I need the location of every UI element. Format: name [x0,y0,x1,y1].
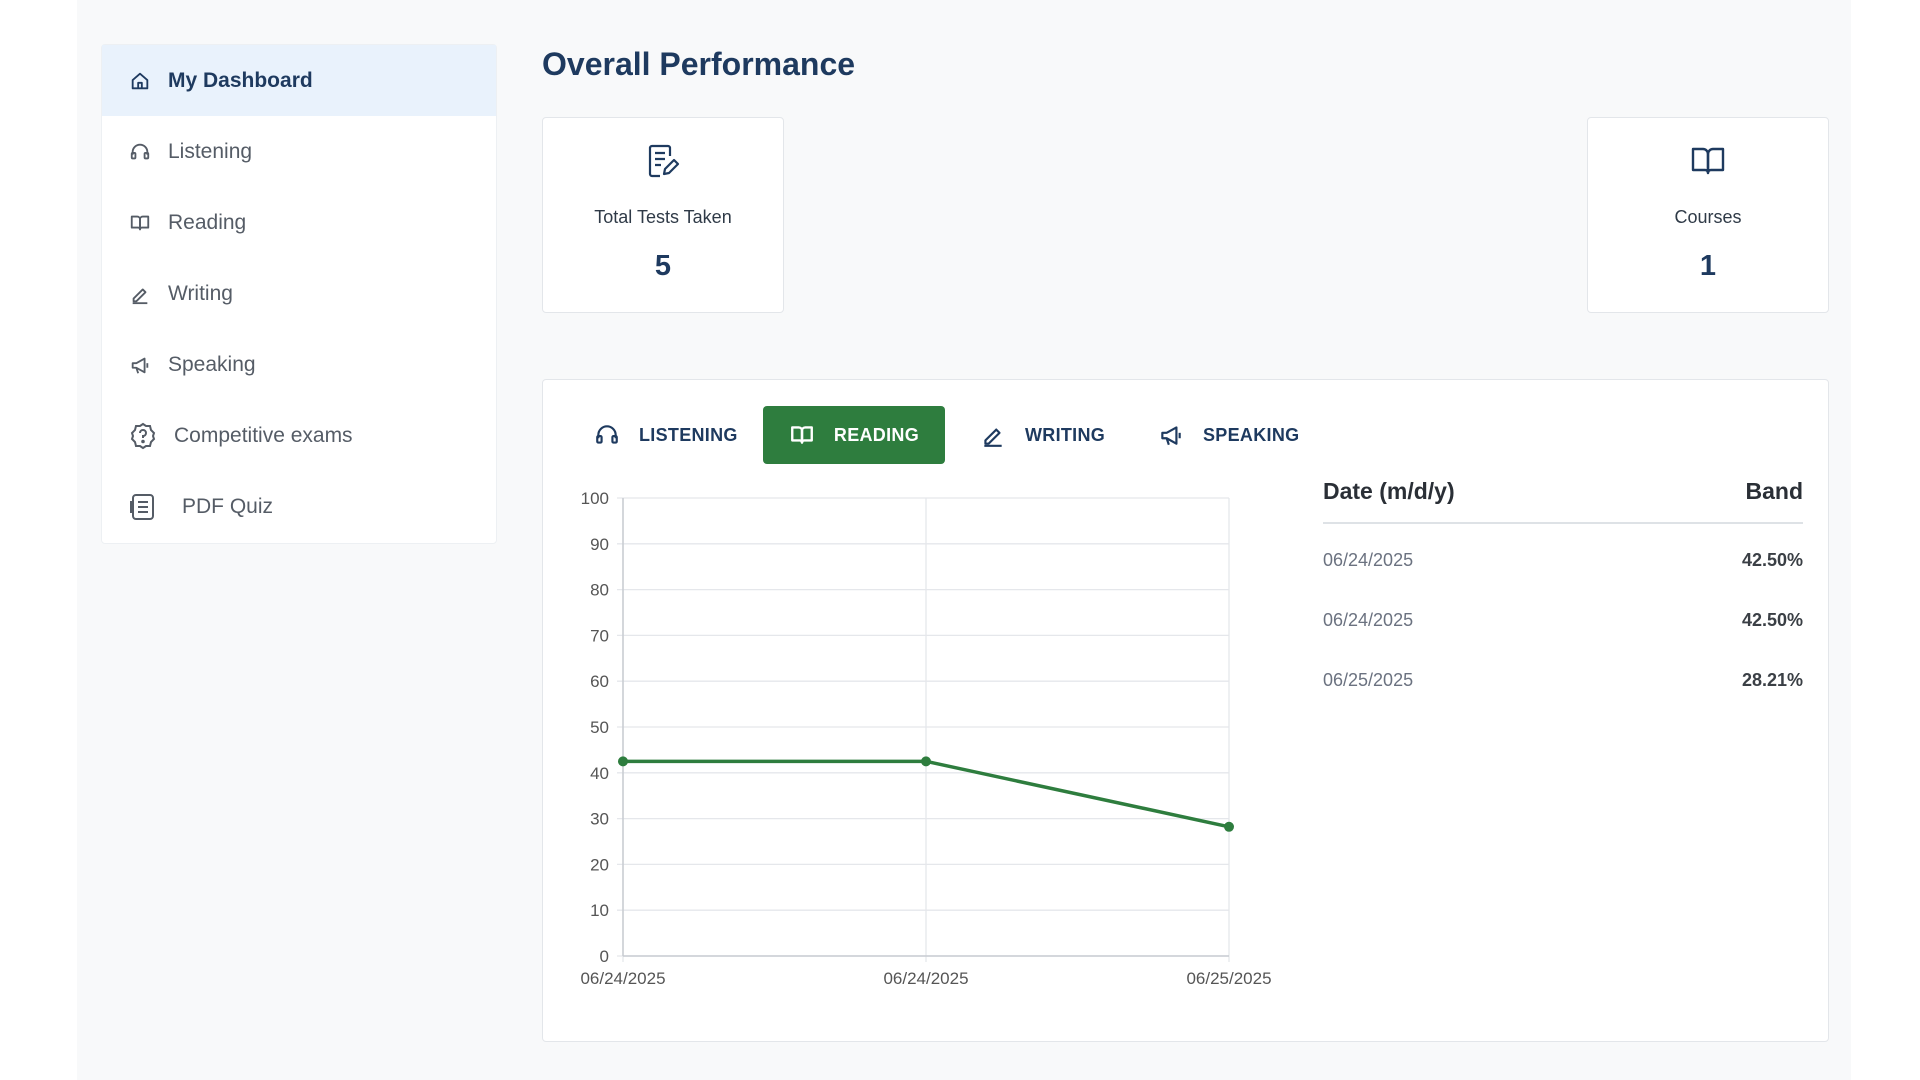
table-row: 06/25/2025 28.21% [1323,650,1803,710]
headphones-icon [128,140,152,164]
date-column-header: Date (m/d/y) [1323,477,1455,504]
sidebar-item-label: Speaking [168,352,256,376]
row-band: 28.21% [1741,669,1803,690]
book-icon [128,211,152,235]
y-tick-label: 20 [590,855,609,874]
pencil-icon [979,421,1007,449]
x-tick-label: 06/25/2025 [1186,969,1271,988]
x-tick-label: 06/24/2025 [883,969,968,988]
sidebar-item-writing[interactable]: Writing [102,258,496,329]
row-band: 42.50% [1741,549,1803,570]
open-book-icon [1588,142,1828,180]
y-tick-label: 30 [590,810,609,829]
megaphone-icon [1157,421,1185,449]
y-tick-label: 80 [590,581,609,600]
chart-svg: 0 10 20 30 40 50 60 70 80 90 100 06/24/2025 06/24/20… [580,489,1271,988]
y-tick-label: 0 [600,947,609,966]
sidebar-item-reading[interactable]: Reading [102,187,496,258]
y-tick-label: 60 [590,672,609,691]
card-label: Total Tests Taken [594,207,732,227]
y-tick-label: 100 [581,490,609,508]
tab-listening[interactable]: LISTENING [567,406,764,464]
y-tick-label: 40 [590,764,609,783]
sidebar-item-pdf-quiz[interactable]: PDF Quiz [102,471,496,542]
sidebar-item-competitive-exams[interactable]: Competitive exams [102,400,496,471]
row-date: 06/25/2025 [1323,669,1414,690]
tab-label: READING [833,424,919,445]
tab-label: WRITING [1025,424,1106,445]
reading-line-chart: 0 10 20 30 40 50 60 70 80 90 100 06/24/2025 06/24/20… [561,489,1291,1010]
card-label: Courses [1674,207,1742,227]
table-row: 06/24/2025 42.50% [1323,590,1803,650]
megaphone-icon [128,353,152,377]
performance-panel: LISTENING READING WRITING SPEAKING [542,379,1829,1042]
page-title: Overall Performance [542,46,856,82]
sidebar: My Dashboard Listening Reading Writing S… [101,44,497,544]
row-band: 42.50% [1741,609,1803,630]
document-list-icon [128,492,158,522]
sidebar-item-label: PDF Quiz [182,494,274,518]
home-icon [128,69,152,93]
sidebar-item-speaking[interactable]: Speaking [102,329,496,400]
tab-label: LISTENING [639,424,738,445]
sidebar-item-dashboard[interactable]: My Dashboard [102,45,496,116]
tab-label: SPEAKING [1203,424,1300,445]
y-tick-label: 90 [590,535,609,554]
app-background: My Dashboard Listening Reading Writing S… [77,0,1851,1080]
row-date: 06/24/2025 [1323,609,1414,630]
test-edit-icon [543,142,783,180]
tab-reading[interactable]: READING [763,406,945,464]
sidebar-item-label: My Dashboard [168,68,313,92]
data-point [1224,821,1234,832]
pencil-icon [128,282,152,306]
card-value: 1 [1699,250,1717,282]
data-point [921,756,931,767]
tab-writing[interactable]: WRITING [953,406,1131,464]
band-column-header: Band [1745,477,1804,504]
skill-tabs: LISTENING READING WRITING SPEAKING [543,380,1828,480]
sidebar-item-label: Writing [168,281,233,305]
results-table: Date (m/d/y) Band 06/24/2025 42.50% 06/2… [1323,460,1803,710]
sidebar-item-label: Listening [168,139,253,163]
card-value: 5 [654,250,672,282]
sidebar-item-label: Competitive exams [174,423,353,447]
courses-card: Courses 1 [1587,117,1829,313]
table-header: Date (m/d/y) Band [1323,460,1803,524]
y-tick-label: 10 [590,901,609,920]
sidebar-item-label: Reading [168,210,247,234]
y-tick-label: 50 [590,718,609,737]
y-tick-label: 70 [590,626,609,645]
sidebar-item-listening[interactable]: Listening [102,116,496,187]
open-book-icon [789,421,816,449]
data-point [618,756,628,767]
headphones-icon [593,421,621,449]
row-date: 06/24/2025 [1323,549,1414,570]
total-tests-card: Total Tests Taken 5 [542,117,784,313]
question-circle-icon [128,421,158,451]
table-row: 06/24/2025 42.50% [1323,530,1803,590]
x-tick-label: 06/24/2025 [580,969,665,988]
tab-speaking[interactable]: SPEAKING [1131,406,1325,464]
